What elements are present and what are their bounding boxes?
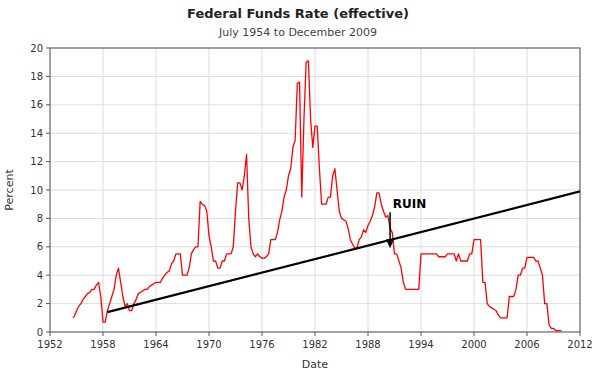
y-tick-label: 8 — [37, 213, 43, 224]
chart: 1952195819641970197619821988199420002006… — [0, 0, 596, 376]
x-tick-label: 2006 — [514, 339, 539, 350]
y-grid-line — [50, 218, 580, 219]
y-tick — [46, 275, 50, 276]
y-tick — [46, 246, 50, 247]
x-tick — [421, 332, 422, 336]
y-tick-label: 16 — [30, 99, 43, 110]
y-tick — [46, 104, 50, 105]
x-tick-label: 2000 — [461, 339, 486, 350]
x-axis-label: Date — [302, 358, 329, 371]
x-tick-label: 2012 — [567, 339, 592, 350]
y-tick-label: 18 — [30, 71, 43, 82]
y-tick-label: 4 — [37, 270, 43, 281]
grid — [50, 48, 580, 332]
x-tick — [209, 332, 210, 336]
x-tick — [315, 332, 316, 336]
y-tick — [46, 218, 50, 219]
y-tick-label: 6 — [37, 241, 43, 252]
background — [0, 0, 596, 376]
x-tick-label: 1976 — [249, 339, 274, 350]
y-grid-line — [50, 246, 580, 247]
y-grid-line — [50, 275, 580, 276]
y-tick-label: 14 — [30, 128, 43, 139]
y-grid-line — [50, 104, 580, 105]
y-tick — [46, 133, 50, 134]
y-grid-line — [50, 133, 580, 134]
x-tick-label: 1982 — [302, 339, 327, 350]
plot-frame — [50, 48, 580, 332]
annotations: RUIN — [386, 197, 426, 248]
y-tick — [46, 190, 50, 191]
rate-line — [73, 61, 562, 331]
x-tick — [527, 332, 528, 336]
y-grid-line — [50, 303, 580, 304]
x-tick — [474, 332, 475, 336]
x-tick-label: 1994 — [408, 339, 433, 350]
y-grid-line — [50, 76, 580, 77]
x-tick — [156, 332, 157, 336]
y-tick-label: 0 — [37, 327, 43, 338]
y-tick-label: 2 — [37, 298, 43, 309]
y-tick — [46, 332, 50, 333]
axes: 1952195819641970197619821988199420002006… — [30, 43, 592, 351]
annotation-arrow-head — [386, 239, 394, 248]
subtitle: July 1954 to December 2009 — [218, 26, 377, 39]
x-tick — [262, 332, 263, 336]
y-tick — [46, 161, 50, 162]
x-tick — [50, 332, 51, 336]
x-tick — [368, 332, 369, 336]
x-tick-label: 1988 — [355, 339, 380, 350]
y-tick — [46, 76, 50, 77]
annotation-arrow-shaft — [389, 212, 391, 239]
x-tick — [103, 332, 104, 336]
x-tick-label: 1964 — [143, 339, 168, 350]
y-tick — [46, 303, 50, 304]
y-tick — [46, 48, 50, 49]
x-tick-label: 1952 — [37, 339, 62, 350]
plot-area — [73, 61, 580, 331]
y-tick-label: 20 — [30, 43, 43, 54]
y-tick-label: 10 — [30, 185, 43, 196]
y-axis-label: Percent — [3, 169, 16, 211]
trend-line — [107, 191, 580, 312]
title: Federal Funds Rate (effective) — [187, 6, 409, 21]
x-tick-label: 1970 — [196, 339, 221, 350]
y-tick-label: 12 — [30, 156, 43, 167]
x-tick — [580, 332, 581, 336]
y-grid-line — [50, 161, 580, 162]
x-tick-label: 1958 — [90, 339, 115, 350]
annotation-text: RUIN — [393, 197, 427, 211]
y-grid-line — [50, 190, 580, 191]
